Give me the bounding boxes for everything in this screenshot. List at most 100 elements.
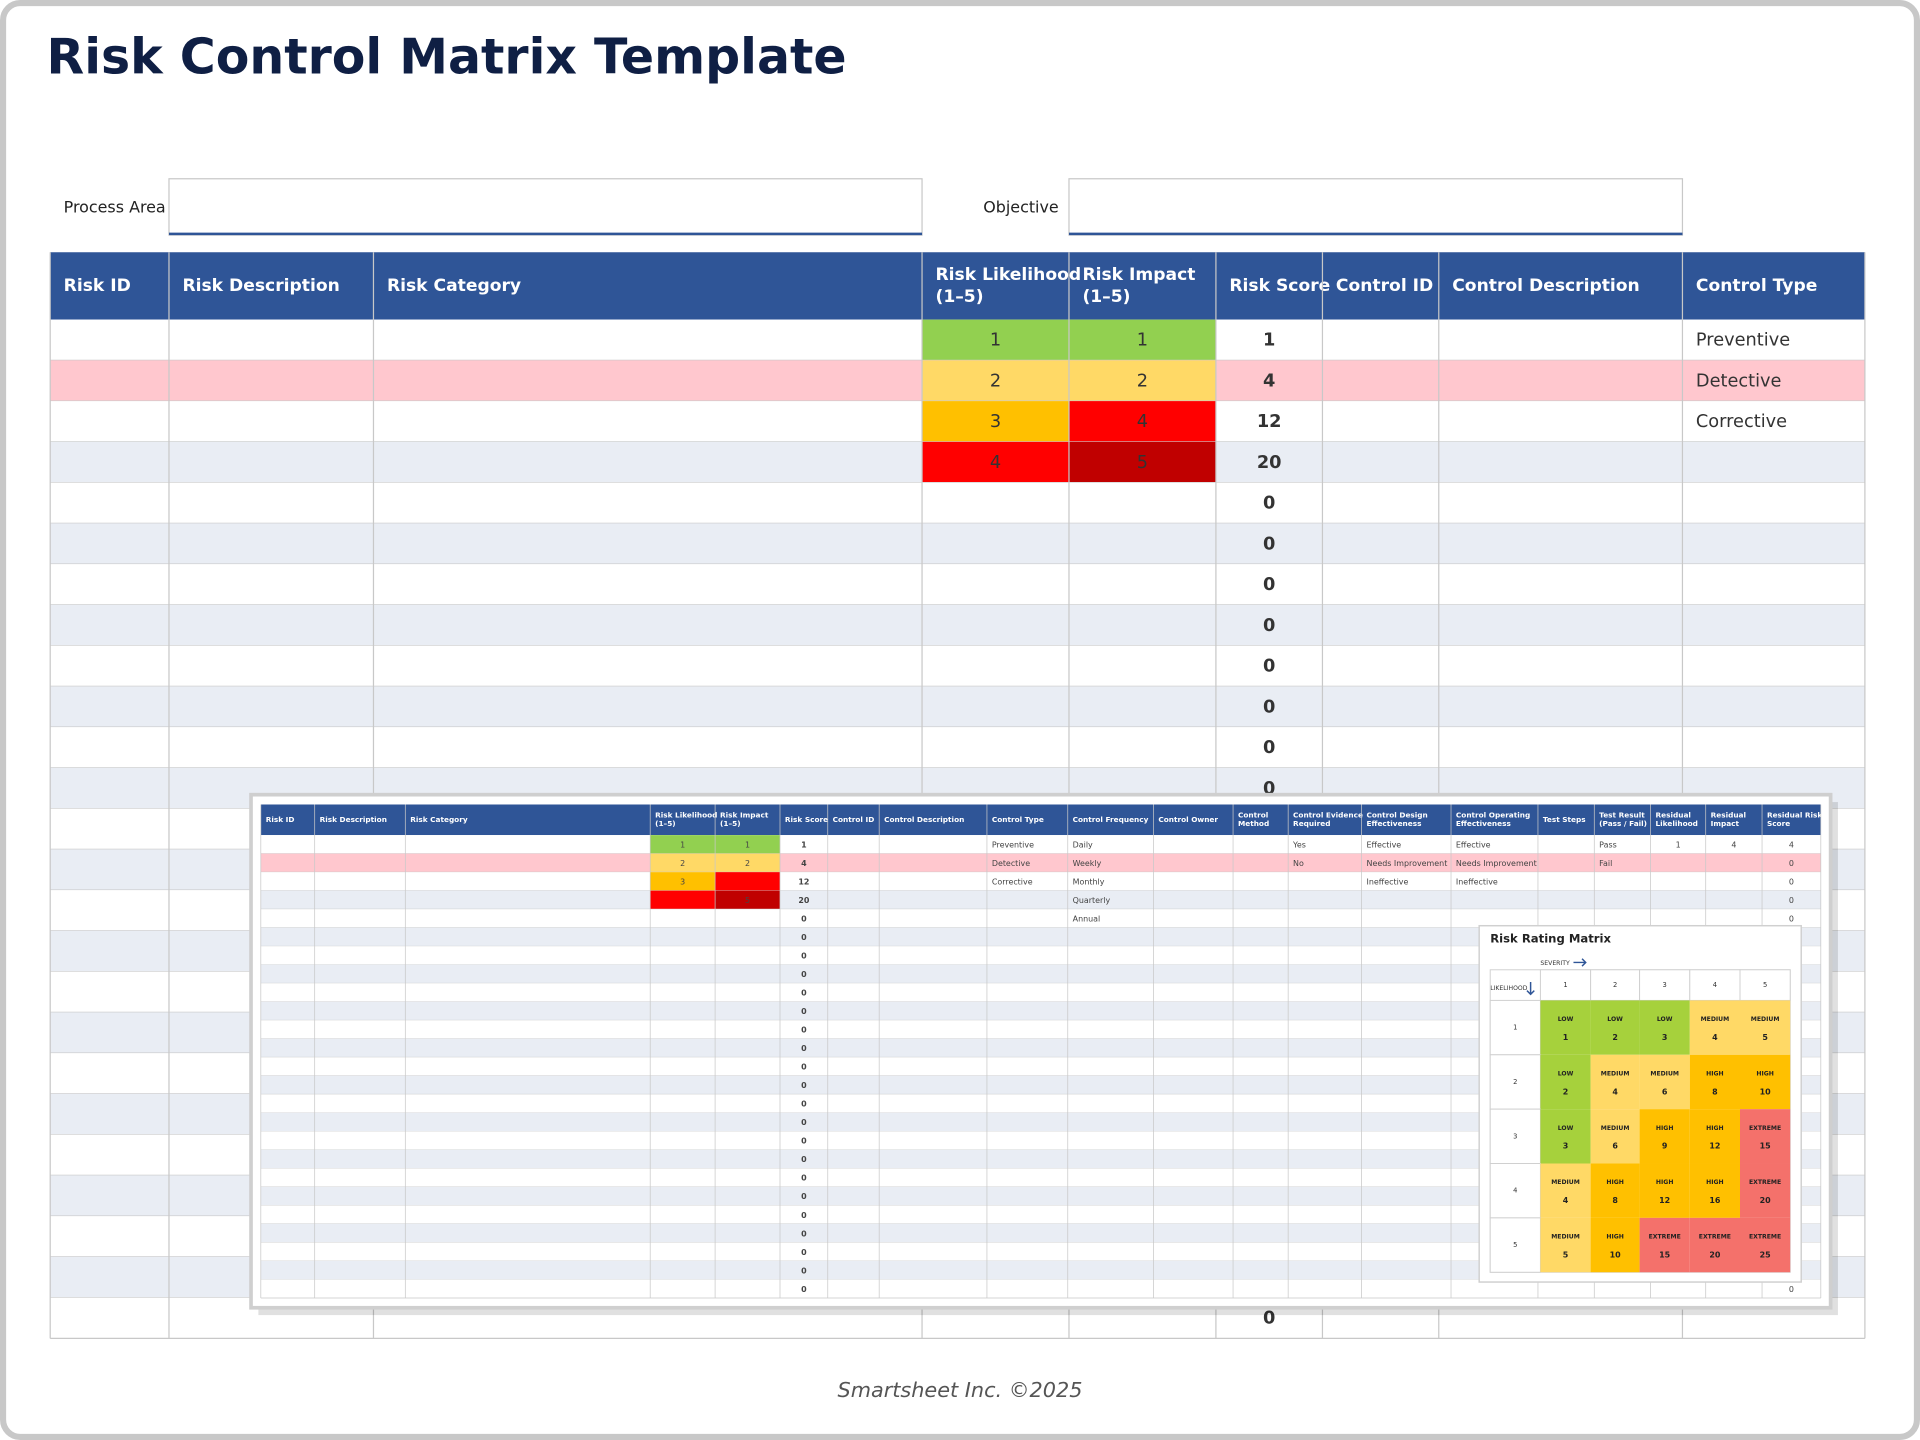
cell-text: 4 — [1731, 840, 1736, 849]
rating-score: 1 — [1563, 1033, 1569, 1042]
column-header: Method — [1238, 819, 1269, 828]
rating-label: EXTREME — [1749, 1233, 1781, 1240]
rating-score: 4 — [1712, 1033, 1718, 1042]
rating-label: MEDIUM — [1601, 1125, 1630, 1132]
cell-text: Monthly — [1073, 878, 1105, 887]
rating-label: EXTREME — [1649, 1233, 1681, 1240]
rating-cell — [922, 319, 1069, 361]
cell-text: Corrective — [1696, 412, 1787, 432]
rating-cell — [650, 853, 716, 873]
column-header: Score — [1767, 819, 1790, 828]
table-row — [260, 1112, 1821, 1132]
rating-score: 3 — [1662, 1033, 1668, 1042]
cell-text: 0 — [1263, 534, 1275, 554]
severity-value: 5 — [1763, 981, 1767, 989]
cell-text: Detective — [992, 859, 1030, 868]
matrix-cell — [1590, 1109, 1640, 1164]
matrix-cell — [1689, 1000, 1740, 1055]
column-header: Risk ID — [266, 815, 295, 824]
rating-score: 25 — [1760, 1250, 1771, 1259]
column-header: Risk Category — [410, 815, 468, 824]
cell-text: 0 — [801, 1044, 807, 1053]
rating-cell — [650, 872, 716, 891]
rating-label: HIGH — [1706, 1179, 1724, 1186]
column-header: Risk Score — [1229, 276, 1330, 296]
cell-text: 1 — [745, 840, 750, 849]
column-header: Impact — [1711, 819, 1740, 828]
cell-text: 2 — [680, 859, 685, 868]
cell-text: Weekly — [1073, 859, 1102, 868]
rating-score: 10 — [1610, 1250, 1622, 1259]
arrow-icon — [1573, 958, 1587, 967]
cell-text: 0 — [801, 1174, 807, 1183]
rating-cell — [715, 853, 780, 873]
cell-text: 12 — [1257, 412, 1282, 432]
cell-text: 4 — [1789, 840, 1794, 849]
matrix-cell — [1540, 1163, 1591, 1218]
column-header: (1–5) — [720, 819, 741, 828]
table-row — [260, 1168, 1821, 1187]
cell-text: 1 — [990, 331, 1001, 351]
rating-score: 2 — [1612, 1033, 1618, 1042]
table-row — [260, 946, 1821, 965]
arrow-icon — [1526, 982, 1535, 996]
column-header: Control ID — [833, 815, 875, 824]
rating-score: 15 — [1760, 1142, 1771, 1151]
cell-text: 1 — [680, 840, 685, 849]
column-header: Residual — [1711, 811, 1746, 820]
cell-text: 1 — [1263, 331, 1275, 351]
matrix-cell — [1639, 1054, 1690, 1110]
rating-label: MEDIUM — [1650, 1070, 1679, 1077]
rating-score: 8 — [1712, 1087, 1718, 1096]
severity-value: 1 — [1563, 981, 1567, 989]
matrix-title: Risk Rating Matrix — [1490, 932, 1611, 946]
severity-header — [1590, 969, 1641, 1001]
cell-text: Daily — [1073, 840, 1093, 849]
cell-text: 0 — [801, 1248, 807, 1257]
field-label: Objective — [983, 198, 1058, 217]
rating-score: 5 — [1762, 1033, 1768, 1042]
cell-text: 1 — [1137, 331, 1148, 351]
cell-text: Fail — [1599, 859, 1612, 868]
cell-text: 0 — [801, 915, 807, 924]
cell-text: 0 — [801, 1118, 807, 1127]
cell-text: 2 — [1137, 371, 1148, 391]
rating-label: HIGH — [1706, 1125, 1724, 1132]
cell-text: 3 — [990, 412, 1001, 432]
cell-text: Needs Improvement — [1367, 859, 1448, 868]
cell-text: 0 — [801, 1081, 807, 1090]
table-row — [260, 927, 1821, 947]
column-header: Test Result — [1599, 811, 1645, 820]
cell-text: 0 — [1789, 896, 1794, 905]
inset-screenshot: Risk ID Risk Description Risk Category Risk… — [249, 792, 1838, 1316]
cell-text: 0 — [1789, 1285, 1794, 1294]
cell-text: 1 — [801, 840, 807, 849]
cell-text: 0 — [801, 989, 807, 998]
cell-text: 3 — [680, 878, 685, 887]
rating-score: 20 — [1760, 1196, 1772, 1205]
text-input[interactable] — [168, 178, 923, 236]
cell-text: 0 — [801, 970, 807, 979]
cell-text: 0 — [801, 1063, 807, 1072]
rating-score: 20 — [1709, 1250, 1721, 1259]
rating-cell — [1068, 401, 1216, 442]
matrix-cell — [1639, 1109, 1690, 1164]
matrix-cell — [1689, 1163, 1740, 1218]
table-row — [260, 909, 1821, 928]
text-input[interactable] — [1068, 178, 1684, 236]
rating-score: 3 — [1563, 1142, 1569, 1151]
column-header: Control Design — [1367, 811, 1428, 820]
column-header: Risk Likelihood — [655, 811, 717, 820]
cell-text: Ineffective — [1456, 878, 1498, 887]
table-row — [50, 645, 1865, 687]
rating-cell — [650, 890, 716, 910]
cell-text: 0 — [1263, 738, 1275, 758]
column-header: Risk Impact — [720, 811, 769, 820]
cell-text: 0 — [801, 1100, 807, 1109]
likelihood-header — [1489, 999, 1541, 1056]
matrix-cell — [1740, 1054, 1791, 1110]
header-row — [50, 252, 1865, 320]
column-header: Risk Score — [785, 815, 828, 824]
table-row — [260, 872, 1821, 891]
